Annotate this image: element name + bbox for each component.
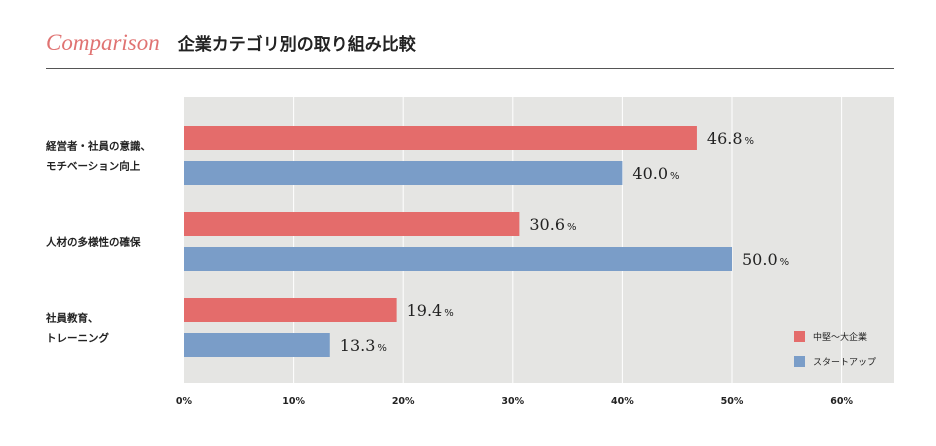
data-label: 30.6% xyxy=(529,215,576,234)
data-label-unit: % xyxy=(745,136,755,147)
category-label: 人材の多様性の確保 xyxy=(46,236,141,249)
header-divider xyxy=(46,68,894,69)
x-tick-label: 10% xyxy=(282,396,305,407)
bar-series-1 xyxy=(184,126,697,150)
data-label: 40.0% xyxy=(632,164,679,183)
data-label-unit: % xyxy=(567,222,577,233)
bar-series-1 xyxy=(184,298,397,322)
bar-series-2 xyxy=(184,333,330,357)
category-label: 経営者・社員の意識、 xyxy=(46,140,151,153)
data-label-unit: % xyxy=(670,171,680,182)
bar-series-2 xyxy=(184,247,732,271)
data-label: 50.0% xyxy=(742,250,789,269)
chart-title: 企業カテゴリ別の取り組み比較 xyxy=(177,35,416,55)
legend-label: スタートアップ xyxy=(813,357,876,368)
bar-series-1 xyxy=(184,212,520,236)
bar-series-2 xyxy=(184,161,623,185)
data-label: 46.8% xyxy=(707,129,754,148)
data-label: 13.3% xyxy=(340,336,387,355)
data-label-unit: % xyxy=(444,308,454,319)
x-tick-label: 0% xyxy=(176,396,193,407)
category-label: 社員教育、 xyxy=(45,312,99,325)
data-label-unit: % xyxy=(780,257,790,268)
data-label-unit: % xyxy=(377,343,387,354)
x-tick-label: 20% xyxy=(392,396,415,407)
x-tick-label: 60% xyxy=(830,396,853,407)
category-label: トレーニング xyxy=(46,332,109,345)
comparison-label: Comparison xyxy=(46,30,160,55)
data-label: 19.4% xyxy=(407,301,454,320)
chart-header: Comparison 企業カテゴリ別の取り組み比較 xyxy=(46,30,416,60)
x-tick-label: 50% xyxy=(721,396,744,407)
x-tick-label: 30% xyxy=(501,396,524,407)
x-tick-label: 40% xyxy=(611,396,634,407)
legend-label: 中堅〜大企業 xyxy=(813,331,867,343)
category-label: モチベーション向上 xyxy=(46,160,141,173)
legend-swatch xyxy=(794,356,805,367)
legend-swatch xyxy=(794,331,805,342)
